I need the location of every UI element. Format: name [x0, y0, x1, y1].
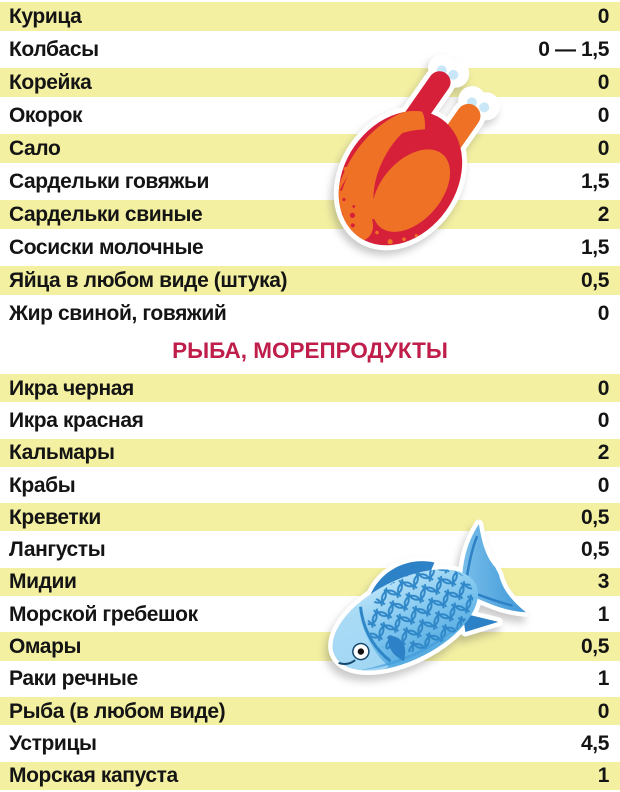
table-row: Крабы 0: [0, 469, 620, 501]
carb-value: 0,5: [581, 538, 609, 562]
meat-section-rows: Курица 0 Колбасы 0 — 1,5 Корейка 0 Окорок 0 Сало…: [0, 0, 620, 330]
food-name: Мидии: [9, 570, 77, 594]
carb-value: 0,5: [581, 505, 609, 529]
carb-value: 0: [597, 408, 610, 432]
table-row: Курица 0: [0, 0, 620, 33]
carb-value: 0: [597, 302, 610, 325]
food-name: Морской гребешок: [9, 602, 198, 626]
food-name: Сало: [9, 137, 61, 160]
table-row: Икра красная 0: [0, 404, 620, 436]
food-name: Жир свиной, говяжий: [9, 302, 227, 325]
section-title-fish-seafood: РЫБА, МОРЕПРОДУКТЫ: [172, 338, 448, 363]
food-name: Кальмары: [9, 441, 115, 465]
food-name: Сардельки свиные: [9, 203, 203, 226]
table-row: Колбасы 0 — 1,5: [0, 33, 620, 66]
food-name: Омары: [9, 635, 82, 659]
table-row: Сосиски молочные 1,5: [0, 231, 620, 264]
table-row: Сардельки говяжьи 1,5: [0, 165, 620, 198]
table-row: Морская капуста 1: [0, 760, 620, 792]
carb-value: 4,5: [581, 731, 609, 755]
food-name: Сардельки говяжьи: [9, 170, 210, 193]
food-name: Сосиски молочные: [9, 236, 204, 259]
table-row: Рыба (в любом виде) 0: [0, 695, 620, 727]
carb-value: 0: [597, 71, 610, 94]
table-row: Кальмары 2: [0, 437, 620, 469]
table-row: Морской гребешок 1: [0, 598, 620, 630]
table-row: Омары 0,5: [0, 630, 620, 662]
carb-value: 3: [597, 570, 610, 594]
carb-value: 2: [597, 203, 610, 226]
table-row: Яйца в любом виде (штука) 0,5: [0, 264, 620, 297]
table-row: Сардельки свиные 2: [0, 198, 620, 231]
table-row: Икра черная 0: [0, 372, 620, 404]
food-name: Икра красная: [9, 408, 144, 432]
food-name: Лангусты: [9, 538, 106, 562]
carb-value: 0 — 1,5: [538, 38, 609, 61]
carb-value: 1,5: [581, 170, 609, 193]
table-row: Корейка 0: [0, 66, 620, 99]
carb-value: 0: [597, 699, 610, 723]
table-row: Креветки 0,5: [0, 501, 620, 533]
food-name: Рыба (в любом виде): [9, 699, 226, 723]
table-row: Сало 0: [0, 132, 620, 165]
carb-value: 0: [597, 473, 610, 497]
carb-value: 0: [597, 5, 610, 28]
carb-value: 1: [597, 667, 610, 691]
carb-value: 0: [597, 376, 610, 400]
carb-value: 0: [597, 137, 610, 160]
table-row: Мидии 3: [0, 566, 620, 598]
carb-value: 0: [597, 104, 610, 127]
food-name: Раки речные: [9, 667, 138, 691]
table-row: Устрицы 4,5: [0, 727, 620, 759]
food-name: Креветки: [9, 505, 101, 529]
carb-value: 0,5: [581, 635, 609, 659]
carb-value: 1: [597, 602, 610, 626]
table-row: Лангусты 0,5: [0, 533, 620, 565]
food-name: Яйца в любом виде (штука): [9, 269, 288, 292]
carb-value: 1: [597, 764, 610, 788]
food-name: Устрицы: [9, 731, 97, 755]
table-row: Окорок 0: [0, 99, 620, 132]
food-name: Курица: [9, 5, 82, 28]
carb-value: 0,5: [581, 269, 609, 292]
table-row: Жир свиной, говяжий 0: [0, 297, 620, 330]
food-name: Морская капуста: [9, 764, 178, 788]
fish-section-rows: Икра черная 0 Икра красная 0 Кальмары 2 Крабы 0…: [0, 372, 620, 792]
food-name: Корейка: [9, 71, 92, 94]
food-name: Окорок: [9, 104, 83, 127]
food-name: Колбасы: [9, 38, 99, 61]
food-name: Икра черная: [9, 376, 134, 400]
carb-value: 1,5: [581, 236, 609, 259]
carb-value: 2: [597, 441, 610, 465]
food-name: Крабы: [9, 473, 76, 497]
table-row: Раки речные 1: [0, 663, 620, 695]
